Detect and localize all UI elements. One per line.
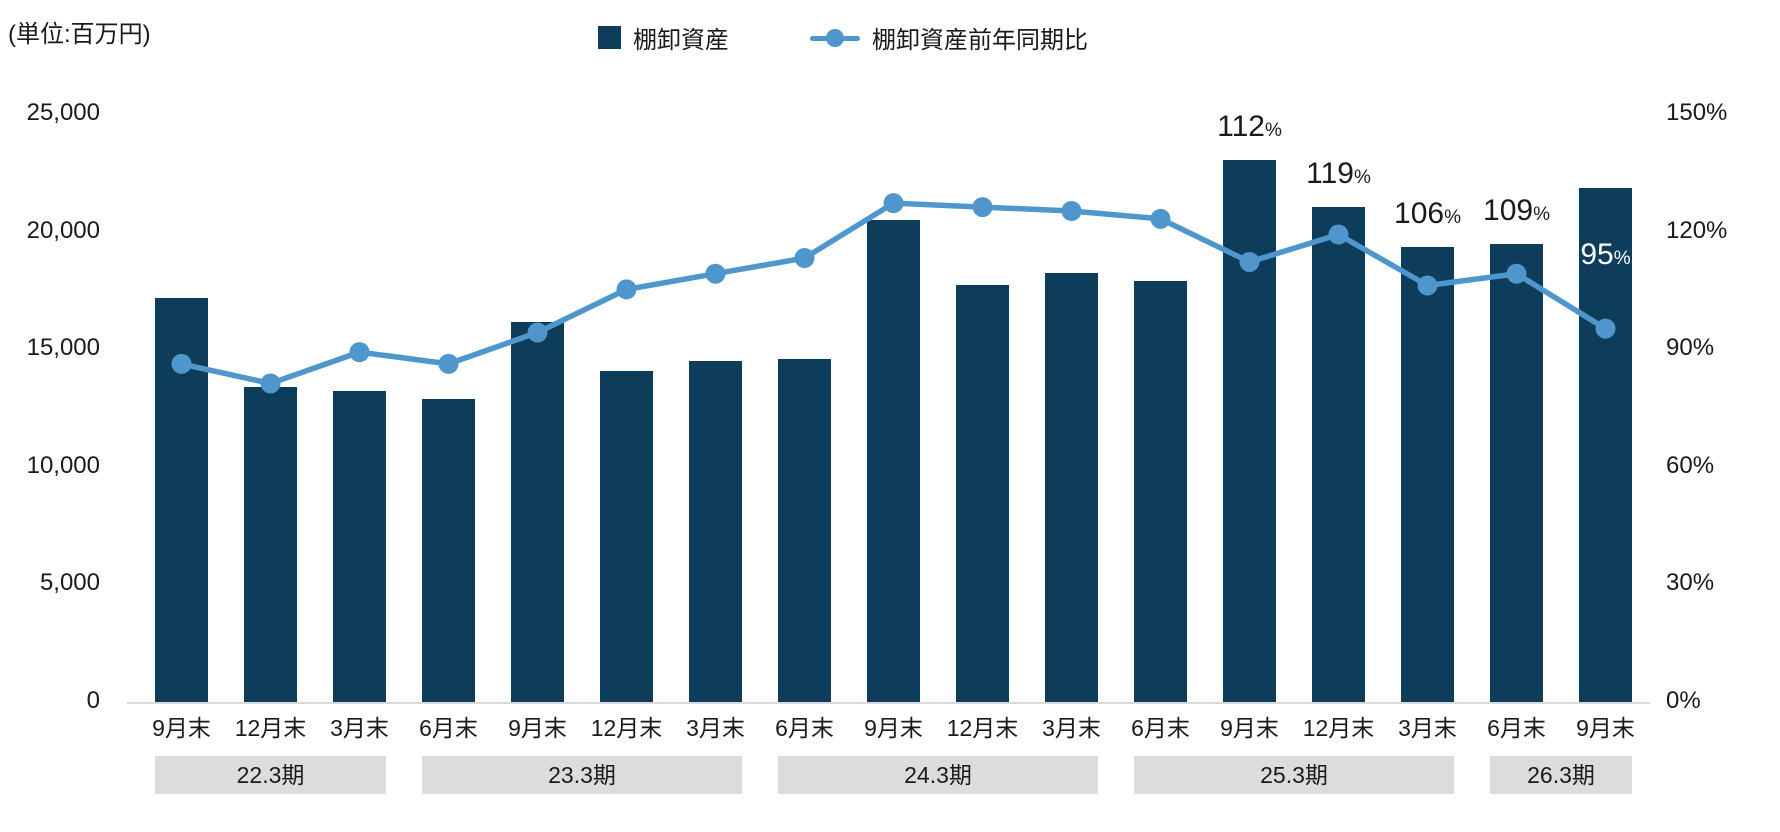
bar-12月末 bbox=[956, 284, 1009, 702]
x-axis-label: 3月末 bbox=[330, 715, 389, 741]
left-axis-tick: 25,000 bbox=[26, 99, 100, 126]
legend: 棚卸資産 棚卸資産前年同期比 bbox=[0, 0, 1780, 60]
yoy-point bbox=[1061, 201, 1082, 221]
x-axis-label: 9月末 bbox=[864, 715, 923, 741]
left-axis-tick: 5,000 bbox=[39, 569, 100, 597]
bar-6月末 bbox=[1134, 281, 1187, 702]
x-axis-label: 9月末 bbox=[152, 715, 211, 741]
yoy-point bbox=[883, 193, 904, 214]
x-axis-label: 12月末 bbox=[946, 715, 1019, 741]
x-axis-label: 6月末 bbox=[1131, 715, 1190, 741]
right-axis-tick: 0% bbox=[1666, 687, 1701, 714]
x-axis-label: 9月末 bbox=[1220, 715, 1279, 741]
left-axis-tick: 15,000 bbox=[26, 334, 100, 362]
x-axis-label: 3月末 bbox=[1398, 715, 1457, 741]
x-axis-label: 3月末 bbox=[1042, 715, 1101, 741]
period-label-25.3期: 25.3期 bbox=[1134, 756, 1454, 794]
yoy-point-label: 109% bbox=[1483, 193, 1550, 227]
bar-3月末 bbox=[333, 390, 386, 702]
bar-9月末 bbox=[155, 297, 208, 702]
right-axis-tick: 90% bbox=[1666, 334, 1715, 362]
bar-6月末 bbox=[422, 398, 475, 702]
x-axis-label: 6月末 bbox=[775, 715, 834, 741]
x-axis-line bbox=[127, 702, 1650, 704]
bar-3月末 bbox=[689, 361, 742, 702]
yoy-point bbox=[972, 197, 993, 218]
legend-bar-label: 棚卸資産 bbox=[633, 27, 729, 54]
right-axis-tick: 120% bbox=[1666, 216, 1728, 244]
bar-12月末 bbox=[244, 387, 297, 702]
unit-label: (単位:百万円) bbox=[8, 21, 151, 48]
yoy-point-label: 112% bbox=[1217, 110, 1282, 144]
bar-series-swatch-icon bbox=[598, 26, 621, 49]
yoy-point bbox=[349, 342, 370, 363]
period-label-22.3期: 22.3期 bbox=[155, 756, 386, 794]
bar-3月末 bbox=[1045, 272, 1098, 702]
x-axis-label: 12月末 bbox=[590, 715, 663, 741]
period-label-23.3期: 23.3期 bbox=[422, 756, 742, 794]
period-label-26.3期: 26.3期 bbox=[1490, 756, 1632, 794]
bar-9月末 bbox=[867, 220, 920, 702]
bar-12月末 bbox=[600, 370, 653, 702]
legend-line-label: 棚卸資産前年同期比 bbox=[872, 27, 1088, 54]
yoy-point-label: 95% bbox=[1580, 237, 1631, 271]
bar-12月末 bbox=[1312, 207, 1365, 702]
x-axis-label: 9月末 bbox=[508, 715, 567, 741]
bar-9月末 bbox=[511, 322, 564, 702]
x-axis-label: 12月末 bbox=[1302, 715, 1375, 741]
yoy-point bbox=[616, 279, 637, 300]
right-axis-tick: 60% bbox=[1666, 451, 1715, 479]
yoy-point bbox=[438, 353, 459, 374]
right-axis-tick: 30% bbox=[1666, 569, 1715, 597]
period-label-24.3期: 24.3期 bbox=[778, 756, 1098, 794]
bar-3月末 bbox=[1401, 247, 1454, 702]
yoy-point bbox=[1150, 208, 1171, 229]
bar-6月末 bbox=[778, 358, 831, 702]
left-axis-tick: 10,000 bbox=[26, 451, 100, 479]
legend-item-yoy-ratio: 棚卸資産前年同期比 bbox=[810, 20, 1088, 55]
right-axis-tick: 150% bbox=[1666, 99, 1728, 126]
x-axis-label: 9月末 bbox=[1576, 715, 1635, 741]
bar-9月末 bbox=[1223, 160, 1276, 702]
left-axis-tick: 20,000 bbox=[26, 216, 100, 244]
line-series-marker-icon bbox=[810, 26, 860, 50]
x-axis-label: 6月末 bbox=[419, 715, 478, 741]
yoy-point-label: 106% bbox=[1394, 197, 1461, 231]
legend-item-inventory: 棚卸資産 bbox=[598, 20, 729, 55]
x-axis-label: 6月末 bbox=[1487, 715, 1546, 741]
yoy-point bbox=[794, 248, 815, 269]
bar-6月末 bbox=[1490, 243, 1543, 702]
x-axis-label: 3月末 bbox=[686, 715, 745, 741]
yoy-point-label: 119% bbox=[1306, 157, 1371, 191]
yoy-point bbox=[705, 263, 726, 284]
x-axis-label: 12月末 bbox=[234, 715, 307, 741]
left-axis-tick: 0 bbox=[86, 687, 100, 714]
